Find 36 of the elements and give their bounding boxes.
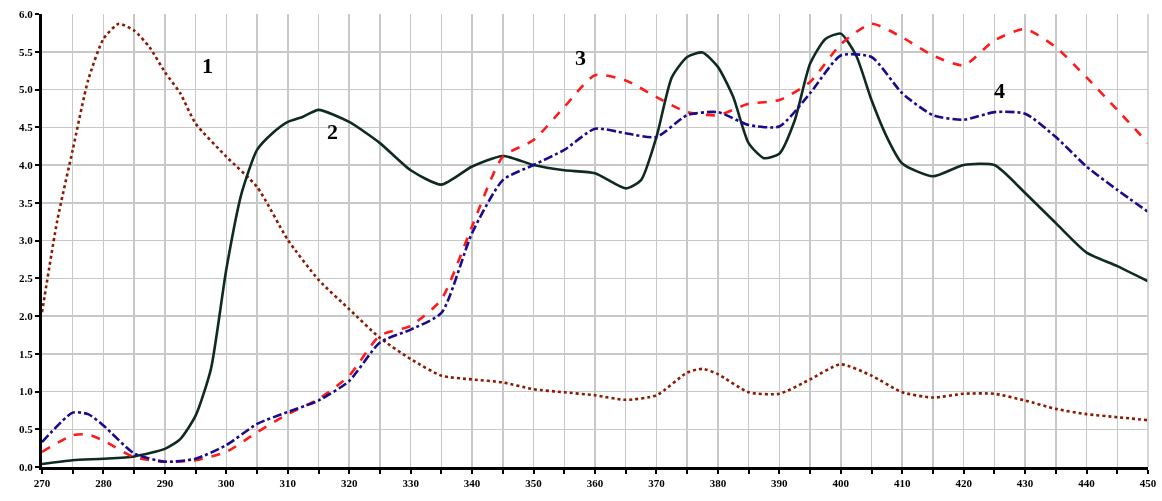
x-tick-label: 420	[955, 477, 973, 490]
series-label: 4	[994, 78, 1005, 103]
y-tick-label: 0.5	[19, 423, 34, 436]
x-tick-label: 320	[340, 477, 358, 490]
y-tick-label: 2.5	[19, 272, 34, 285]
y-tick-label: 5.0	[19, 83, 34, 96]
series-label: 1	[202, 53, 213, 78]
y-tick-label: 3.0	[19, 234, 34, 247]
x-tick-label: 350	[525, 477, 543, 490]
y-tick-label: 0.0	[19, 460, 34, 473]
x-tick-label: 440	[1078, 477, 1096, 490]
x-tick-label: 400	[832, 477, 850, 490]
x-tick-label: 280	[95, 477, 113, 490]
x-tick-label: 300	[218, 477, 236, 490]
x-tick-label: 340	[463, 477, 481, 490]
y-tick-label: 4.0	[19, 158, 34, 171]
x-tick-label: 370	[648, 477, 666, 490]
x-tick-label: 430	[1016, 477, 1034, 490]
y-tick-label: 6.0	[19, 7, 34, 20]
y-tick-label: 5.5	[19, 45, 34, 58]
x-tick-label: 330	[402, 477, 420, 490]
y-tick-label: 4.5	[19, 121, 34, 134]
series-label: 2	[327, 119, 338, 144]
y-tick-label: 1.5	[19, 347, 34, 360]
x-tick-label: 360	[586, 477, 604, 490]
y-tick-label: 3.5	[19, 196, 34, 209]
series-label: 3	[575, 45, 586, 70]
y-tick-label: 2.0	[19, 309, 34, 322]
x-tick-label: 270	[33, 477, 51, 490]
x-tick-label: 380	[709, 477, 727, 490]
x-tick-label: 290	[156, 477, 174, 490]
x-tick-label: 410	[893, 477, 911, 490]
y-tick-label: 1.0	[19, 385, 34, 398]
x-tick-label: 450	[1139, 477, 1157, 490]
x-tick-label: 310	[279, 477, 297, 490]
x-tick-label: 390	[771, 477, 789, 490]
